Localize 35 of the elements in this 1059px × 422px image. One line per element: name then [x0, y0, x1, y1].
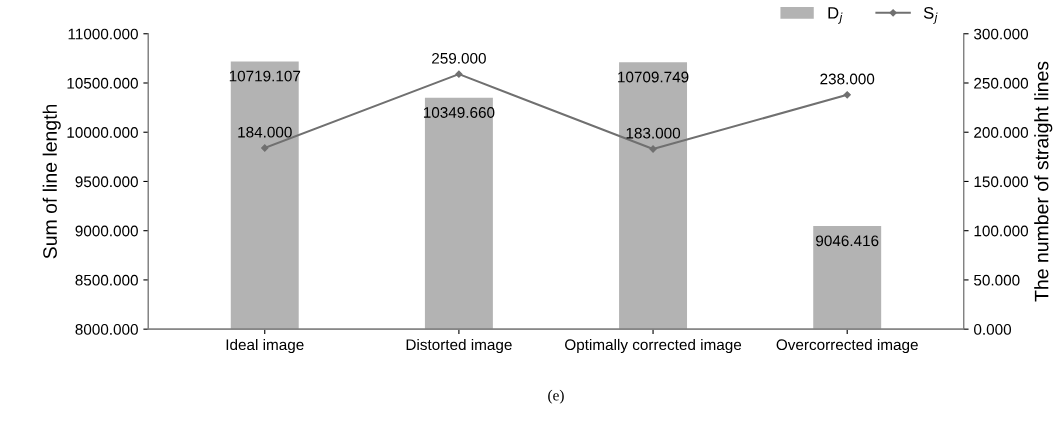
data-label: 10349.660 — [423, 107, 495, 118]
data-label: 10719.107 — [229, 70, 301, 82]
data-label: 259.000 — [432, 52, 486, 64]
point — [649, 145, 657, 153]
data-label: 184.000 — [238, 126, 292, 138]
y-tick-label: 9500.000 — [75, 176, 138, 188]
y-tick-label: 9000.000 — [75, 225, 138, 237]
data-label: 238.000 — [820, 73, 875, 85]
point — [455, 70, 463, 78]
y-tick-label: 8500.000 — [75, 274, 138, 286]
y2-axis-title: The number of straight lines — [1034, 61, 1053, 302]
y2-tick-label: 0.000 — [974, 324, 1012, 335]
legend-label: S$_{j}$ — [923, 6, 938, 24]
y-axis-title: Sum of line length — [42, 104, 61, 259]
x-tick-label: Ideal image — [226, 338, 304, 354]
y2-tick-label: 300.000 — [973, 28, 1029, 40]
point — [261, 144, 269, 152]
data-label: 183.000 — [626, 127, 681, 139]
y2-tick-label: 250.000 — [974, 77, 1029, 89]
y-tick-label: 8000.000 — [75, 324, 138, 335]
data-label: 10709.749 — [618, 71, 689, 83]
y-tick-label: 10500.000 — [67, 77, 138, 89]
legend-label: D$_{j}$ — [828, 7, 843, 24]
x-tick-label: Overcorrected image — [776, 338, 918, 354]
text: (e) — [548, 389, 564, 404]
y2-tick-label: 200.000 — [974, 127, 1029, 138]
y2-tick-label: 150.000 — [974, 176, 1029, 188]
data-label: 9046.416 — [816, 235, 879, 247]
x-tick-label: Distorted image — [406, 338, 512, 354]
point — [843, 91, 851, 99]
y-tick-label: 11000.000 — [68, 28, 138, 40]
y2-tick-label: 50.000 — [974, 274, 1020, 286]
y2-tick-label: 100.000 — [974, 225, 1029, 237]
x-tick-label: Optimally corrected image — [565, 338, 742, 354]
y-tick-label: 10000.000 — [67, 127, 138, 138]
